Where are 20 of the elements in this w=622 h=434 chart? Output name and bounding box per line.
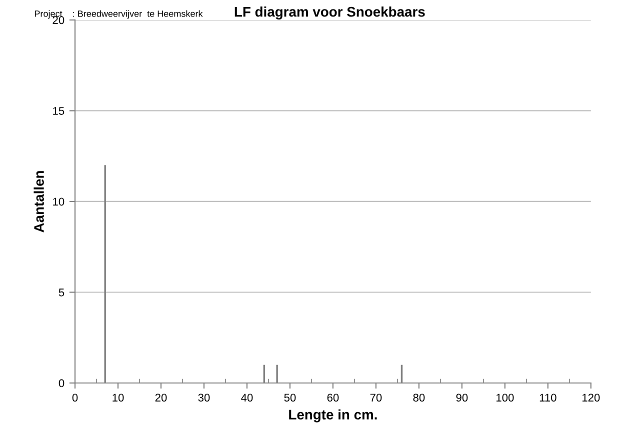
x-tick-label: 70 — [370, 394, 382, 402]
x-tick-label: 40 — [241, 394, 253, 402]
x-tick-label: 30 — [198, 394, 210, 402]
x-tick-label: 60 — [327, 394, 339, 402]
x-tick-label: 90 — [456, 394, 468, 402]
x-tick-label: 0 — [72, 394, 78, 402]
x-axis-title: Lengte in cm. — [289, 409, 377, 422]
x-tick-label: 120 — [582, 394, 600, 402]
x-tick-label: 20 — [155, 394, 167, 402]
y-tick-label: 5 — [58, 288, 64, 296]
x-tick-label: 80 — [413, 394, 425, 402]
x-tick-label: 110 — [540, 394, 556, 402]
x-tick-label: 10 — [112, 394, 124, 402]
chart-title: LF diagram voor Snoekbaars — [234, 6, 425, 20]
x-tick-label: 50 — [284, 394, 296, 402]
y-axis-title: Aantallen — [34, 171, 44, 232]
y-tick-label: 15 — [53, 107, 64, 115]
y-tick-label: 10 — [53, 198, 64, 206]
x-tick-label: 100 — [496, 394, 514, 402]
y-tick-label: 0 — [58, 379, 64, 388]
